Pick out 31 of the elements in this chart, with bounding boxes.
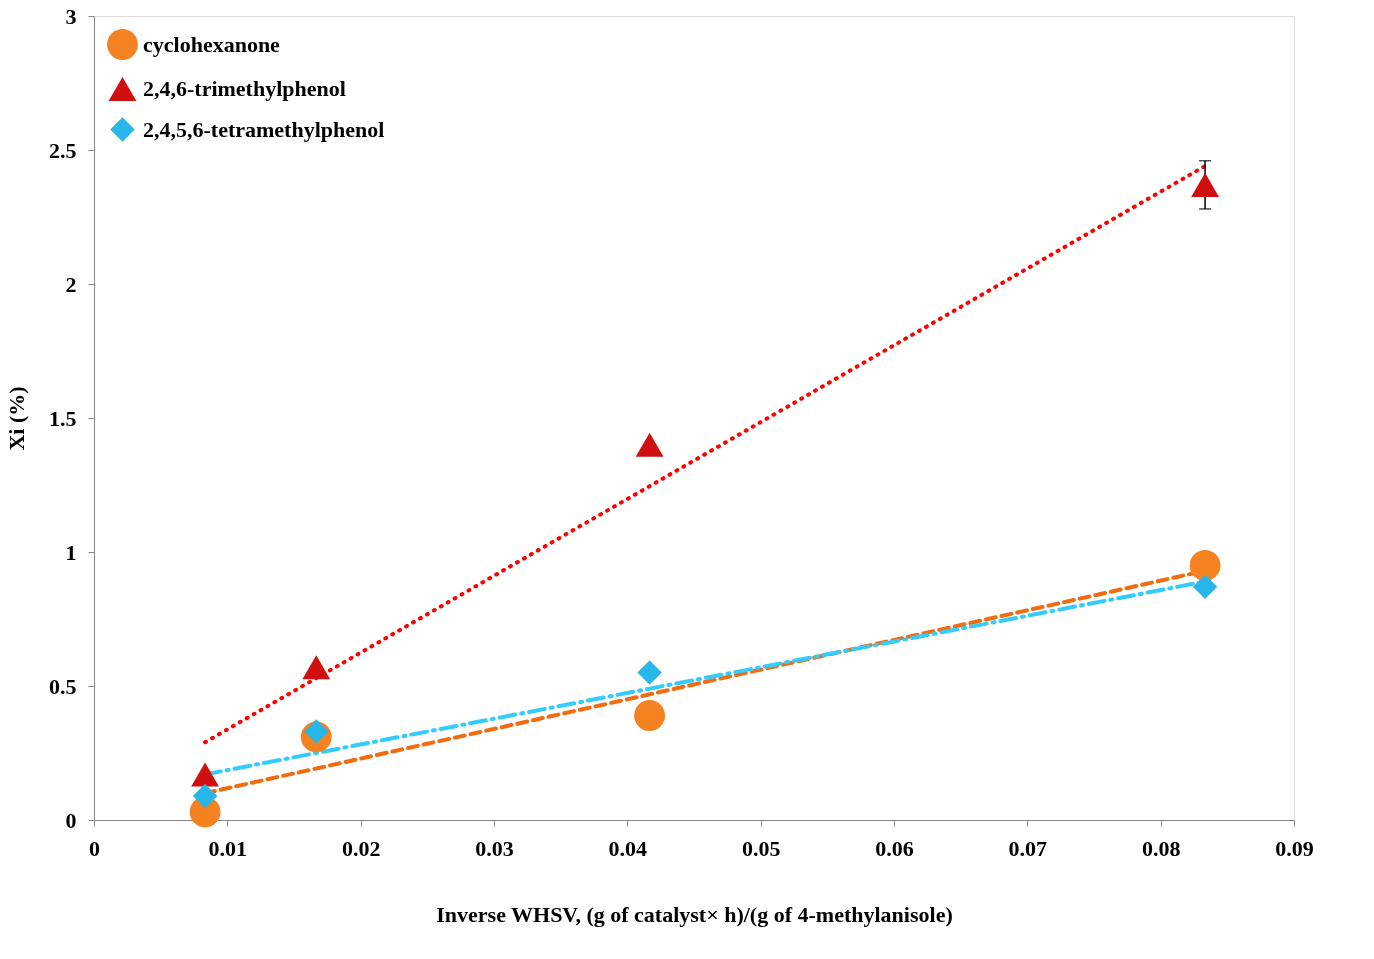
y-tick-label: 2.5 xyxy=(49,137,77,163)
legend-label: cyclohexanone xyxy=(143,31,281,57)
point xyxy=(302,655,331,680)
point xyxy=(1192,574,1218,600)
point xyxy=(637,660,662,685)
point xyxy=(634,700,666,731)
y-tick-label: 3 xyxy=(65,3,77,29)
x-tick-label: 0.01 xyxy=(208,835,248,861)
point xyxy=(1191,172,1219,197)
legend-label: 2,4,5,6-tetramethylphenol xyxy=(143,116,385,142)
point xyxy=(191,762,219,787)
x-tick-label: 0 xyxy=(89,835,100,861)
legend-label: 2,4,6-trimethylphenol xyxy=(143,76,346,101)
x-tick-label: 0.07 xyxy=(1008,835,1048,861)
x-tick-label: 0.09 xyxy=(1275,835,1314,861)
y-tick-label: 2 xyxy=(65,271,77,297)
point xyxy=(635,432,664,457)
x-axis-title: Inverse WHSV, (g of catalyst× h)/(g of 4-methylanisole) xyxy=(436,901,953,927)
x-tick-label: 0.02 xyxy=(341,835,381,861)
y-tick-label: 1.5 xyxy=(49,405,77,431)
y-tick-label: 1 xyxy=(65,539,77,565)
x-tick-label: 0.06 xyxy=(875,835,914,861)
point xyxy=(192,783,218,809)
point xyxy=(1189,550,1221,581)
x-tick-label: 0.03 xyxy=(475,835,514,861)
y-axis-title: Xi (%) xyxy=(4,386,29,451)
x-tick-label: 0.05 xyxy=(741,835,781,861)
y-tick-label: 0.5 xyxy=(49,673,77,699)
x-tick-label: 0.08 xyxy=(1141,835,1181,861)
y-tick-label: 0 xyxy=(65,807,77,833)
x-tick-label: 0.04 xyxy=(608,835,648,861)
